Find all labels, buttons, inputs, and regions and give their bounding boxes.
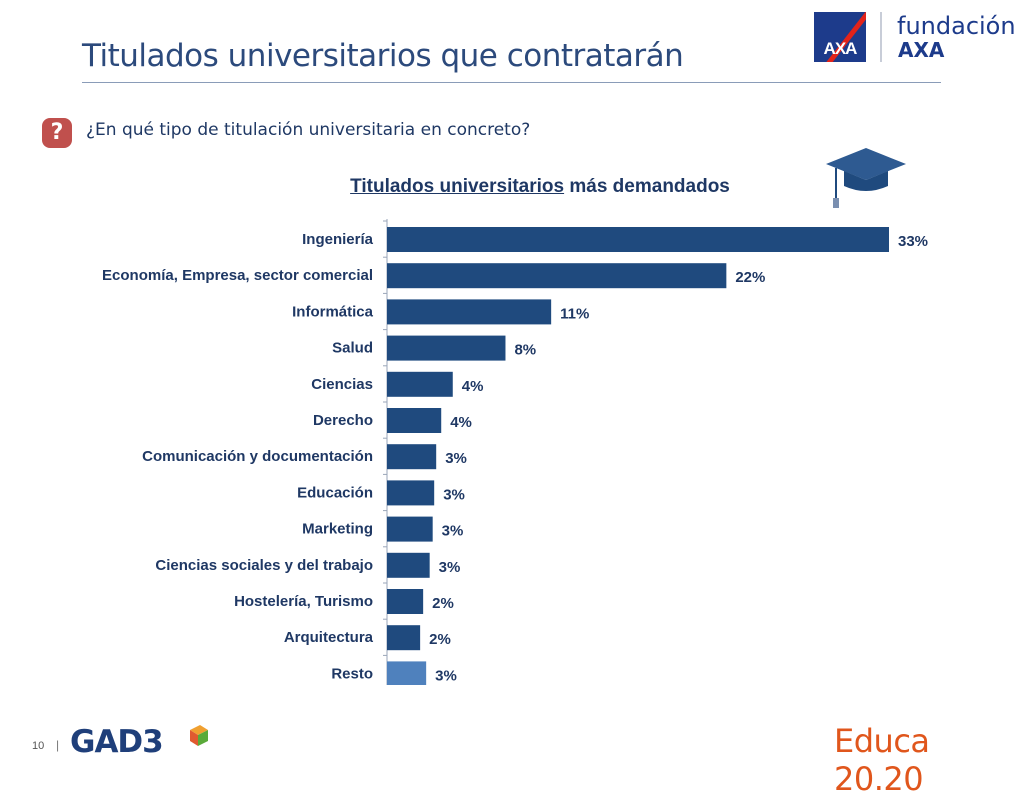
bar-chart: Ingeniería 33% Economía, Empresa, sector c… (102, 219, 928, 685)
title-divider (82, 82, 941, 83)
category-label: Derecho (313, 412, 373, 429)
category-label: Salud (332, 340, 373, 357)
graduation-cap-icon (826, 148, 906, 208)
educa-logo: Educa 20.20 (834, 722, 930, 798)
category-label: Comunicación y documentación (142, 448, 373, 465)
value-label: 11% (560, 305, 589, 322)
question-text: ¿En qué tipo de titulación universitaria… (86, 120, 531, 140)
value-label: 3% (442, 523, 464, 540)
category-label: Hostelería, Turismo (234, 593, 373, 610)
value-label: 2% (429, 631, 451, 648)
value-label: 22% (735, 269, 765, 286)
bar (387, 227, 889, 252)
category-label: Informática (292, 303, 374, 320)
bar (387, 589, 424, 614)
gad3-logo: GAD3 (70, 724, 164, 760)
bar (387, 661, 427, 685)
bar (387, 552, 430, 578)
bar (387, 408, 442, 433)
category-label: Educación (297, 484, 373, 501)
bar (387, 335, 506, 361)
question-mark-icon: ? (42, 118, 72, 148)
chart-title: Titulados universitarios más demandados (0, 176, 1024, 198)
bar (387, 480, 435, 506)
category-label: Marketing (302, 521, 373, 538)
brand-sub: AXA (898, 38, 945, 62)
value-label: 8% (514, 342, 536, 359)
value-label: 3% (445, 450, 467, 467)
category-label: Economía, Empresa, sector comercial (102, 267, 373, 284)
value-label: 4% (462, 378, 484, 395)
bar (387, 625, 421, 651)
category-label: Ciencias sociales y del trabajo (155, 557, 373, 574)
page-number: 10 (32, 740, 45, 752)
logo-divider (880, 12, 882, 62)
value-label: 3% (439, 559, 461, 576)
bar (387, 263, 727, 289)
bar (387, 371, 453, 397)
bar (387, 299, 552, 325)
category-label: Ingeniería (302, 231, 374, 248)
category-label: Arquitectura (284, 629, 374, 646)
category-label: Resto (331, 665, 373, 682)
slide-title: Titulados universitarios que contratarán (82, 38, 684, 74)
value-label: 2% (432, 595, 454, 612)
value-label: 3% (443, 486, 465, 503)
bar (387, 444, 437, 470)
brand-word: fundación (897, 12, 1016, 40)
category-label: Ciencias (311, 376, 373, 393)
axa-logo: AXA (814, 12, 866, 62)
chart-title-rest: más demandados (564, 176, 730, 197)
value-label: 4% (450, 414, 472, 431)
chart-title-underlined: Titulados universitarios (350, 176, 565, 197)
axa-logo-text: AXA (823, 39, 858, 58)
value-label: 33% (898, 233, 928, 250)
value-label: 3% (435, 667, 457, 684)
gad3-cube-icon (190, 725, 208, 746)
footer-separator: | (56, 738, 60, 752)
bar (387, 516, 433, 542)
